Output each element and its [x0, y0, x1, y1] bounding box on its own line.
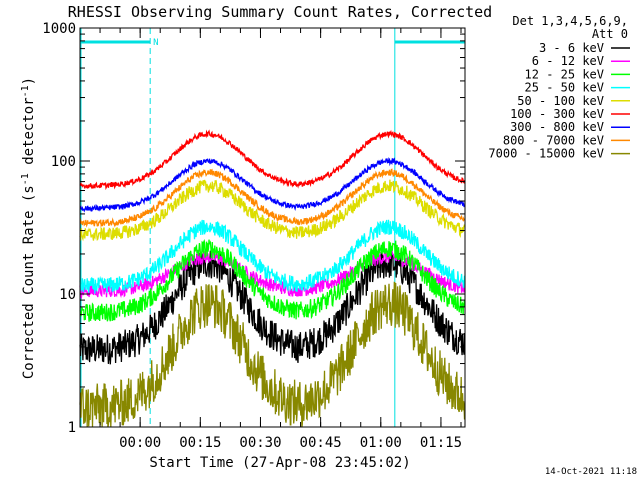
chart-title: RHESSI Observing Summary Count Rates, Co… [68, 3, 492, 21]
series-line [79, 157, 465, 213]
legend-header-1: Det 1,3,4,5,6,9, [512, 14, 628, 28]
legend-label: 3 - 6 keV [539, 41, 604, 55]
series-layer [79, 129, 466, 428]
y-axis-label: Corrected Count Rate (s-1 detector-1) [20, 77, 37, 379]
legend-label: 25 - 50 keV [525, 81, 604, 95]
x-tick-label: 00:30 [239, 435, 281, 451]
series-line [79, 239, 466, 322]
x-tick-label: 00:15 [179, 435, 221, 451]
x-tick-label: 00:45 [300, 435, 342, 451]
legend-label: 12 - 25 keV [525, 67, 604, 81]
legend-label: 50 - 100 keV [517, 94, 604, 108]
x-tick-label: 01:15 [420, 435, 462, 451]
x-ticks: 00:00 00:15 00:30 00:45 01:00 01:15 [79, 28, 462, 451]
legend-label: 7000 - 15000 keV [488, 147, 604, 161]
series-line [79, 129, 466, 191]
x-tick-label: 01:00 [360, 435, 402, 451]
legend-label: 100 - 300 keV [510, 107, 604, 121]
x-tick-label: 00:00 [119, 435, 161, 451]
legend-label: 6 - 12 keV [532, 54, 604, 68]
series-line [79, 219, 466, 294]
plot-frame [79, 27, 466, 428]
y-tick-label: 10 [59, 287, 76, 303]
legend-label: 800 - 7000 keV [503, 133, 604, 147]
timestamp: 14-Oct-2021 11:18 [545, 467, 637, 477]
y-tick-label: 1 [68, 420, 76, 436]
series-line [79, 281, 466, 428]
y-tick-label: 1000 [42, 21, 76, 37]
legend-header-2: Att 0 [592, 27, 628, 41]
x-axis-label: Start Time (27-Apr-08 23:45:02) [149, 455, 410, 471]
series-line [79, 168, 466, 228]
series-line [79, 179, 466, 242]
y-ticks: 1 10 100 1000 [42, 21, 465, 436]
legend-label: 300 - 800 keV [510, 120, 604, 134]
flag-marker-label: N [153, 38, 158, 48]
y-tick-label: 100 [51, 154, 76, 170]
